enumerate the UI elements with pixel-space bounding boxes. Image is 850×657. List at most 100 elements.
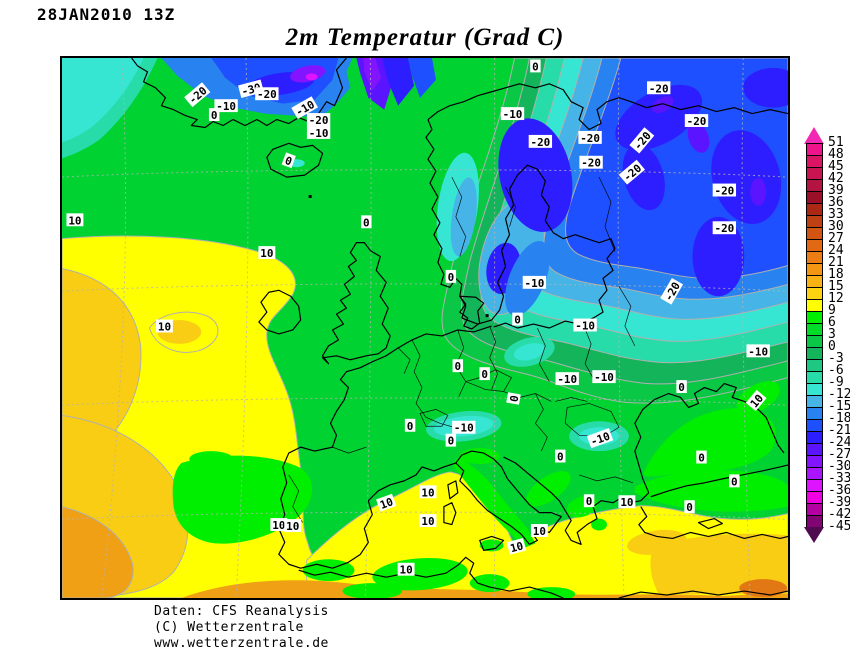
- contour-label: -10: [592, 370, 616, 384]
- svg-text:0: 0: [586, 495, 593, 508]
- svg-text:0: 0: [507, 394, 521, 403]
- contour-label: 0: [696, 450, 707, 465]
- denmark-coast: [459, 295, 485, 330]
- west-europe-coast: [278, 325, 492, 569]
- iceland-coast: [266, 142, 324, 178]
- graticule: [62, 58, 788, 598]
- coastlines: [131, 58, 788, 598]
- svg-text:10: 10: [286, 520, 299, 533]
- legend-tick-label: 45: [828, 159, 844, 174]
- contour-label: -10: [522, 275, 547, 290]
- svg-text:-10: -10: [594, 371, 614, 384]
- svg-text:-20: -20: [580, 132, 600, 145]
- contour-label: -10: [555, 372, 579, 386]
- svg-text:-20: -20: [649, 82, 669, 95]
- legend-arrow-up: [804, 127, 824, 144]
- legend-tick-label: -33: [828, 471, 850, 486]
- svg-text:10: 10: [378, 495, 395, 512]
- black-sea-coast: [634, 382, 785, 494]
- turkey-south-coast: [638, 506, 788, 540]
- svg-text:0: 0: [363, 216, 370, 229]
- contour-label: 0: [404, 418, 416, 433]
- svg-text:-10: -10: [575, 319, 595, 332]
- svg-text:-20: -20: [714, 184, 734, 197]
- contour-label: 0: [506, 392, 521, 405]
- contour-label: 0: [684, 500, 695, 514]
- svg-text:0: 0: [407, 420, 414, 433]
- contour-label: -20: [579, 155, 603, 170]
- page-title: 2m Temperatur (Grad C): [285, 24, 565, 51]
- cyprus-coast: [697, 517, 723, 530]
- legend-tick-label: -27: [828, 447, 850, 462]
- contour-label: -10: [214, 99, 238, 113]
- contour-label: 10: [258, 246, 276, 260]
- legend-tick-label: 6: [828, 315, 836, 330]
- run-datetime: 28JAN2010 13Z: [37, 5, 176, 24]
- contour-label: 0: [729, 474, 740, 488]
- contour-label: -10: [573, 318, 597, 332]
- contour-label: 0: [361, 215, 372, 229]
- contour-label: 0: [676, 380, 687, 394]
- legend-tick-label: 33: [828, 207, 844, 222]
- legend-tick-label: 9: [828, 303, 836, 318]
- ireland-coast: [258, 289, 302, 335]
- contour-label: -10: [452, 420, 476, 435]
- legend-tick-label: 36: [828, 195, 844, 210]
- legend-tick-label: -6: [828, 363, 844, 378]
- legend-tick-label: -24: [828, 435, 850, 450]
- copyright-line: (C) Wetterzentrale: [154, 620, 304, 635]
- svg-text:10: 10: [272, 519, 285, 532]
- legend-tick-label: -9: [828, 375, 844, 390]
- egypt-coast: [618, 590, 788, 598]
- svg-text:10: 10: [421, 515, 434, 528]
- attribution: Daten: CFS Reanalysis (C) Wetterzentrale…: [154, 604, 329, 652]
- contour-label: 0: [452, 359, 464, 373]
- turkey-north-coast: [650, 464, 788, 498]
- contour-label: 0: [512, 312, 523, 327]
- svg-text:-20: -20: [257, 88, 277, 101]
- contour-label: 10: [397, 562, 415, 577]
- contour-label: 0: [583, 494, 595, 508]
- contour-label: 10: [155, 319, 173, 333]
- temperature-map: -20 -30 -20 -10 0 -10 -20 -10 0 0 -20 -20 -10 -20 -20-…: [60, 56, 790, 600]
- contour-label: 10: [419, 514, 437, 528]
- contour-label: 10: [745, 389, 767, 412]
- contour-label: 0: [445, 433, 457, 448]
- svg-text:-20: -20: [581, 157, 601, 170]
- legend-tick-label: -30: [828, 459, 850, 474]
- contour-label: -10: [500, 107, 525, 121]
- contour-label: -20: [578, 130, 602, 145]
- contour-label: 0: [555, 449, 566, 464]
- svg-text:0: 0: [557, 451, 564, 464]
- uk-coast: [321, 242, 391, 365]
- svg-text:10: 10: [620, 496, 633, 509]
- svg-text:-10: -10: [309, 127, 329, 140]
- legend-tick-label: -18: [828, 411, 850, 426]
- contour-label: -20: [647, 81, 671, 95]
- legend-tick-label: 15: [828, 279, 844, 294]
- svg-text:10: 10: [68, 214, 81, 227]
- legend-tick-label: -39: [828, 495, 850, 510]
- contour-label: 0: [208, 108, 220, 122]
- legend-tick-label: 39: [828, 183, 844, 198]
- legend-tick-label: -42: [828, 507, 850, 522]
- svg-text:0: 0: [514, 314, 521, 327]
- corsica-coast: [447, 480, 459, 500]
- legend-tick-label: 48: [828, 147, 844, 162]
- contour-label: -20: [684, 114, 709, 128]
- greenland-coast: [131, 58, 347, 129]
- contour-label: 10: [284, 519, 302, 533]
- legend-tick-label: 3: [828, 327, 836, 342]
- svg-text:0: 0: [698, 452, 705, 465]
- contour-label: 0: [281, 152, 296, 168]
- svg-text:0: 0: [686, 501, 693, 514]
- svg-text:-10: -10: [216, 100, 236, 113]
- legend-tick-label: 42: [828, 171, 844, 186]
- svg-text:-10: -10: [503, 108, 523, 121]
- legend-tick-label: -15: [828, 399, 850, 414]
- contour-label: 0: [530, 59, 541, 73]
- norway-coast: [425, 119, 467, 319]
- svg-text:0: 0: [211, 109, 218, 122]
